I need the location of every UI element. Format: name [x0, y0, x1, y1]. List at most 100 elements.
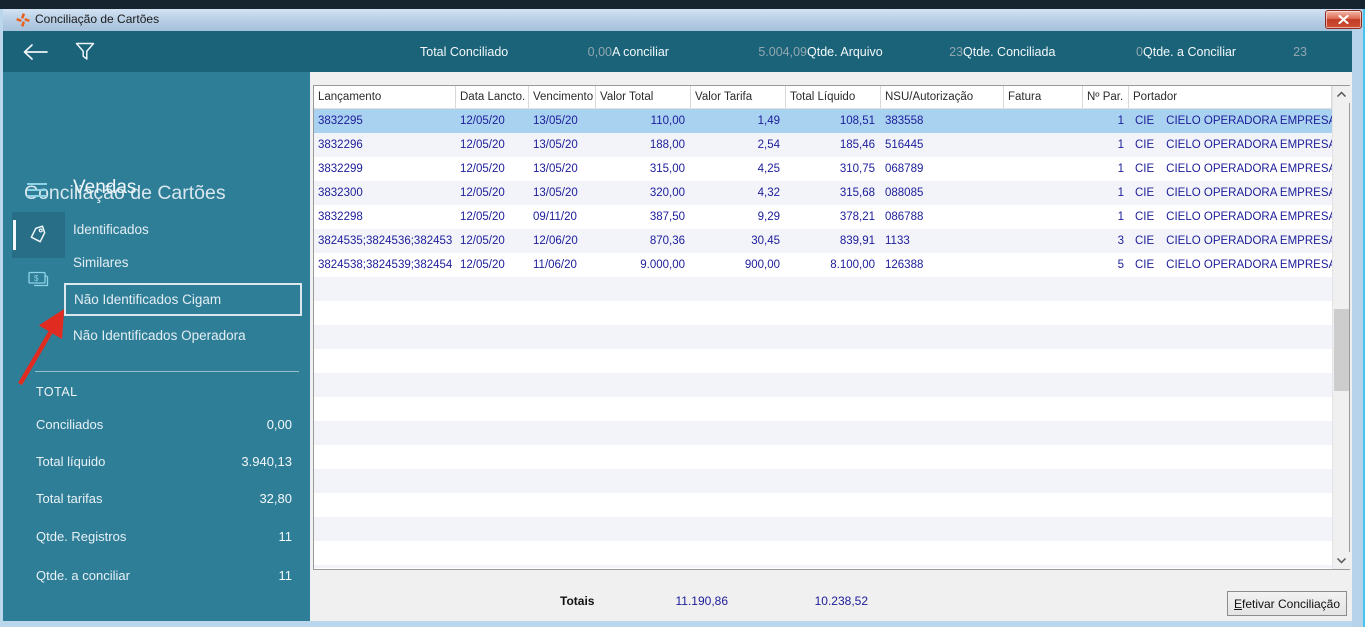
empty-row — [314, 301, 1332, 325]
data-grid: Lançamento Data Lancto. Vencimento Valor To… — [313, 85, 1350, 570]
table-cell — [314, 541, 456, 565]
total-label: Conciliados — [36, 417, 104, 432]
portador-name: CIELO OPERADORA EMPRESA — [1166, 187, 1332, 199]
table-cell: 12/05/20 — [460, 163, 505, 175]
footer-total-liquido: 10.238,52 — [814, 594, 868, 608]
table-cell: CIE CIELO OPERADORA EMPRESA — [1129, 133, 1332, 157]
column-header[interactable]: Nº Par. — [1083, 86, 1129, 108]
table-row[interactable]: 3832300 12/05/20 13/05/20 320,00 4,32 315,68 0… — [314, 181, 1332, 205]
portador-code: CIE — [1135, 187, 1155, 199]
table-row[interactable]: 3832298 12/05/20 09/11/20 387,50 9,29 378,21 0… — [314, 205, 1332, 229]
table-cell — [1004, 277, 1083, 301]
table-cell: 3832298 — [318, 211, 363, 223]
column-header[interactable]: Fatura — [1004, 86, 1083, 108]
portador-name: CIELO OPERADORA EMPRESA — [1166, 259, 1332, 271]
table-cell: 1 — [1117, 163, 1124, 175]
table-cell — [1004, 397, 1083, 421]
table-row[interactable]: 3832295 12/05/20 13/05/20 110,00 1,49 108,51 3… — [314, 109, 1332, 133]
empty-row — [314, 349, 1332, 373]
toolbar-stats: Total Conciliado 0,00 A conciliar 5.004,09 Q… — [420, 31, 1307, 72]
column-header[interactable]: Total Líquido — [786, 86, 881, 108]
table-row[interactable]: 3824538;3824539;382454 12/05/20 11/06/20 9.… — [314, 253, 1332, 277]
toolbar-stat: A conciliar 5.004,09 — [612, 31, 807, 72]
portador-name: CIELO OPERADORA EMPRESA — [1166, 163, 1332, 175]
table-cell — [1083, 469, 1129, 493]
table-cell — [596, 373, 691, 397]
back-arrow-icon[interactable] — [22, 43, 48, 61]
window-frame-top — [0, 0, 1365, 9]
table-cell: 383558 — [885, 115, 924, 127]
stat-label: Total Conciliado — [420, 44, 509, 59]
table-cell — [786, 373, 881, 397]
column-header[interactable]: Portador — [1129, 86, 1332, 108]
table-cell: 12/05/20 — [460, 235, 505, 247]
filter-funnel-icon[interactable] — [75, 42, 95, 61]
table-row[interactable]: 3824535;3824536;382453 12/05/20 12/06/20 87… — [314, 229, 1332, 253]
table-cell — [596, 325, 691, 349]
table-cell — [881, 277, 1004, 301]
table-cell: CIE CIELO OPERADORA EMPRESA — [1129, 157, 1332, 181]
column-header[interactable]: Vencimento — [529, 86, 596, 108]
table-cell — [1083, 421, 1129, 445]
table-cell: 12/05/20 — [460, 139, 505, 151]
portador-name: CIELO OPERADORA EMPRESA — [1166, 139, 1332, 151]
table-cell — [881, 325, 1004, 349]
table-cell — [314, 421, 456, 445]
sidebar-item-similares[interactable]: Similares — [73, 255, 129, 270]
scroll-down-icon[interactable] — [1333, 552, 1350, 569]
table-cell — [1129, 277, 1332, 301]
sidebar-selected-tile[interactable] — [12, 212, 65, 258]
column-header[interactable]: Lançamento — [314, 86, 456, 108]
table-cell — [691, 469, 786, 493]
table-cell: 3832295 — [318, 115, 363, 127]
table-cell: 387,50 — [649, 211, 685, 223]
hamburger-menu-icon[interactable] — [27, 183, 47, 198]
sidebar-section-vendas: Vendas — [73, 177, 137, 198]
table-cell — [881, 517, 1004, 541]
table-cell — [1004, 349, 1083, 373]
empty-row — [314, 565, 1332, 568]
table-cell — [1083, 301, 1129, 325]
total-value: 32,80 — [259, 491, 292, 506]
close-button[interactable] — [1325, 10, 1362, 29]
scrollbar-thumb[interactable] — [1334, 309, 1349, 391]
column-header[interactable]: Valor Tarifa — [691, 86, 786, 108]
table-cell — [456, 397, 529, 421]
table-row[interactable]: 3832296 12/05/20 13/05/20 188,00 2,54 185,46 5… — [314, 133, 1332, 157]
table-cell — [1129, 349, 1332, 373]
sidebar-total-header: TOTAL — [36, 385, 78, 399]
table-cell — [786, 277, 881, 301]
column-header[interactable]: NSU/Autorização — [881, 86, 1004, 108]
sidebar-item-nao-identificados-operadora[interactable]: Não Identificados Operadora — [73, 328, 246, 343]
table-cell — [691, 565, 786, 568]
table-row[interactable]: 3832299 12/05/20 13/05/20 315,00 4,25 310,75 0… — [314, 157, 1332, 181]
table-cell — [1083, 373, 1129, 397]
table-cell — [786, 397, 881, 421]
table-cell — [529, 373, 596, 397]
table-cell: 3832296 — [318, 139, 363, 151]
table-cell — [1083, 445, 1129, 469]
sidebar-item-nao-identificados-cigam[interactable]: Não Identificados Cigam — [64, 283, 302, 316]
table-cell: 108,51 — [839, 115, 875, 127]
table-cell — [1129, 445, 1332, 469]
table-cell — [456, 565, 529, 568]
vertical-scrollbar[interactable] — [1332, 86, 1350, 569]
table-cell — [314, 469, 456, 493]
column-header[interactable]: Valor Total — [596, 86, 691, 108]
table-cell — [881, 397, 1004, 421]
efetivar-conciliacao-button[interactable]: Efetivar Conciliação — [1227, 591, 1347, 616]
column-header[interactable]: Data Lancto. — [456, 86, 529, 108]
empty-row — [314, 277, 1332, 301]
table-cell — [456, 517, 529, 541]
table-cell — [1083, 541, 1129, 565]
scroll-up-icon[interactable] — [1333, 86, 1350, 103]
table-cell — [596, 517, 691, 541]
empty-row — [314, 397, 1332, 421]
sidebar-item-identificados[interactable]: Identificados — [73, 222, 149, 237]
banknote-icon: $ — [28, 271, 50, 288]
table-cell — [456, 349, 529, 373]
stat-label: A conciliar — [612, 44, 669, 59]
total-label: Total tarifas — [36, 491, 103, 506]
table-cell — [1004, 541, 1083, 565]
table-cell — [596, 541, 691, 565]
